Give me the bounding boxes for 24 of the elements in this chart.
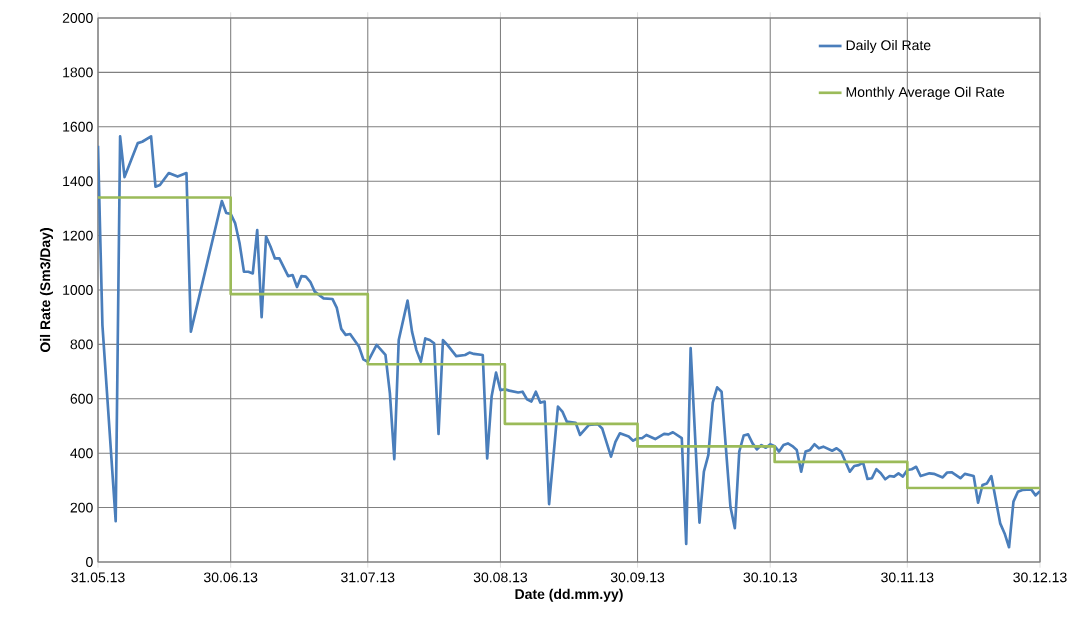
y-tick-label: 1600 [63,121,93,132]
x-tick-label: 30.06.13 [203,572,258,583]
x-tick-label: 31.05.13 [71,572,125,583]
x-tick-label: 31.07.13 [341,572,395,583]
line-series [98,196,1040,490]
x-tick-label: 30.10.13 [743,572,797,583]
y-tick-label: 400 [70,448,93,459]
y-tick-label: 1400 [63,176,93,187]
x-axis-title: Date (dd.mm.yy) [515,588,623,602]
x-tick-label: 30.09.13 [610,572,665,583]
x-tick-label: 30.08.13 [473,572,528,583]
y-tick-label: 800 [70,339,93,350]
y-tick-label: 2000 [62,13,93,23]
y-axis-title: Oil Rate (Sm3/Day) [39,228,53,353]
legend-label: Daily Oil Rate [846,39,931,53]
y-tick-label: 0 [86,557,93,567]
y-tick-label: 1800 [63,67,93,78]
y-tick-label: 1200 [63,230,93,241]
x-tick-label: 30.12.13 [1013,572,1067,583]
legend-label: Monthly Average Oil Rate [846,86,1005,100]
y-tick-label: 600 [70,393,93,404]
x-tick-label: 30.11.13 [881,572,934,583]
y-tick-label: 1000 [63,285,93,295]
y-tick-label: 200 [70,502,93,513]
